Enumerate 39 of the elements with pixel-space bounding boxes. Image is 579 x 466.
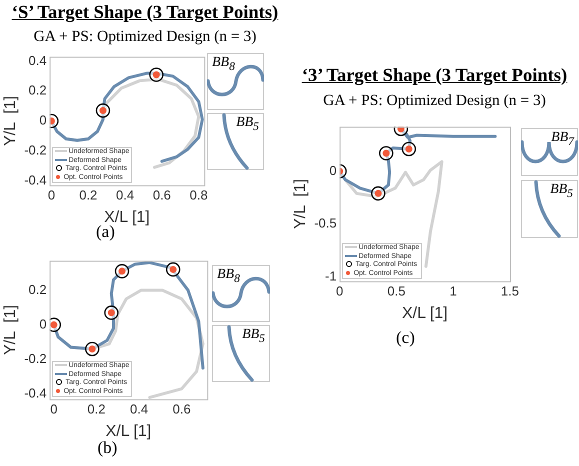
y-tick-label: -0.2 xyxy=(24,350,47,366)
y-tick-label: -0.4 xyxy=(24,172,47,188)
x-tick-label: 0.2 xyxy=(79,188,98,203)
chart-subtitle: GA + PS: Optimized Design (n = 3) xyxy=(322,92,547,110)
chart-title: ‘S’ Target Shape (3 Target Points) xyxy=(10,3,280,24)
curve-sketch-inset: BB$_{5}$ xyxy=(207,113,264,170)
x-tick-label: 0.5 xyxy=(387,284,406,299)
x-tick-label: 0.2 xyxy=(87,402,106,417)
x-tick-label: 0 xyxy=(50,402,58,417)
curve-sketch-inset: BB$_{5}$ xyxy=(521,180,578,238)
y-tick-label: 0.4 xyxy=(28,52,47,68)
chart-subtitle: GA + PS: Optimized Design (n = 3) xyxy=(32,28,258,46)
curve-sketch-inset: BB$_{7}$ xyxy=(521,128,578,176)
y-tick-label: -0.5 xyxy=(314,216,337,231)
x-tick-label: 1 xyxy=(450,284,457,299)
x-tick-label: 0.8 xyxy=(190,188,208,203)
y-tick-label: 0 xyxy=(39,316,47,332)
x-tick-label: 0.6 xyxy=(172,402,191,417)
y-axis-title: Y/L [1] xyxy=(2,304,20,356)
curve-sketch-inset: BB$_{8}$ xyxy=(207,53,264,110)
text: (b) xyxy=(98,438,118,458)
y-axis-title: Y/L [1] xyxy=(292,178,310,230)
y-tick-label: -0.2 xyxy=(24,142,47,158)
curve-sketch-inset: BB$_{5}$ xyxy=(212,325,270,382)
text: (c) xyxy=(396,328,415,348)
x-axis-title: X/L [1] xyxy=(106,422,152,440)
y-tick-label: 0 xyxy=(329,162,337,178)
x-axis-title: X/L [1] xyxy=(402,304,448,322)
curve-sketch-inset: BB$_{8}$ xyxy=(212,265,270,322)
x-tick-label: 0.4 xyxy=(116,188,134,203)
x-tick-label: 0.4 xyxy=(130,402,148,417)
y-tick-label: 0.2 xyxy=(28,82,47,98)
x-tick-label: 1.5 xyxy=(500,284,520,299)
chart-title: ‘3’ Target Shape (3 Target Points) xyxy=(300,66,568,87)
y-tick-label: 0 xyxy=(39,112,47,128)
y-tick-label: -1 xyxy=(325,268,337,284)
y-tick-label: -0.4 xyxy=(24,386,47,401)
x-tick-label: 0.6 xyxy=(152,188,171,203)
y-axis-title: Y/L [1] xyxy=(2,96,20,146)
